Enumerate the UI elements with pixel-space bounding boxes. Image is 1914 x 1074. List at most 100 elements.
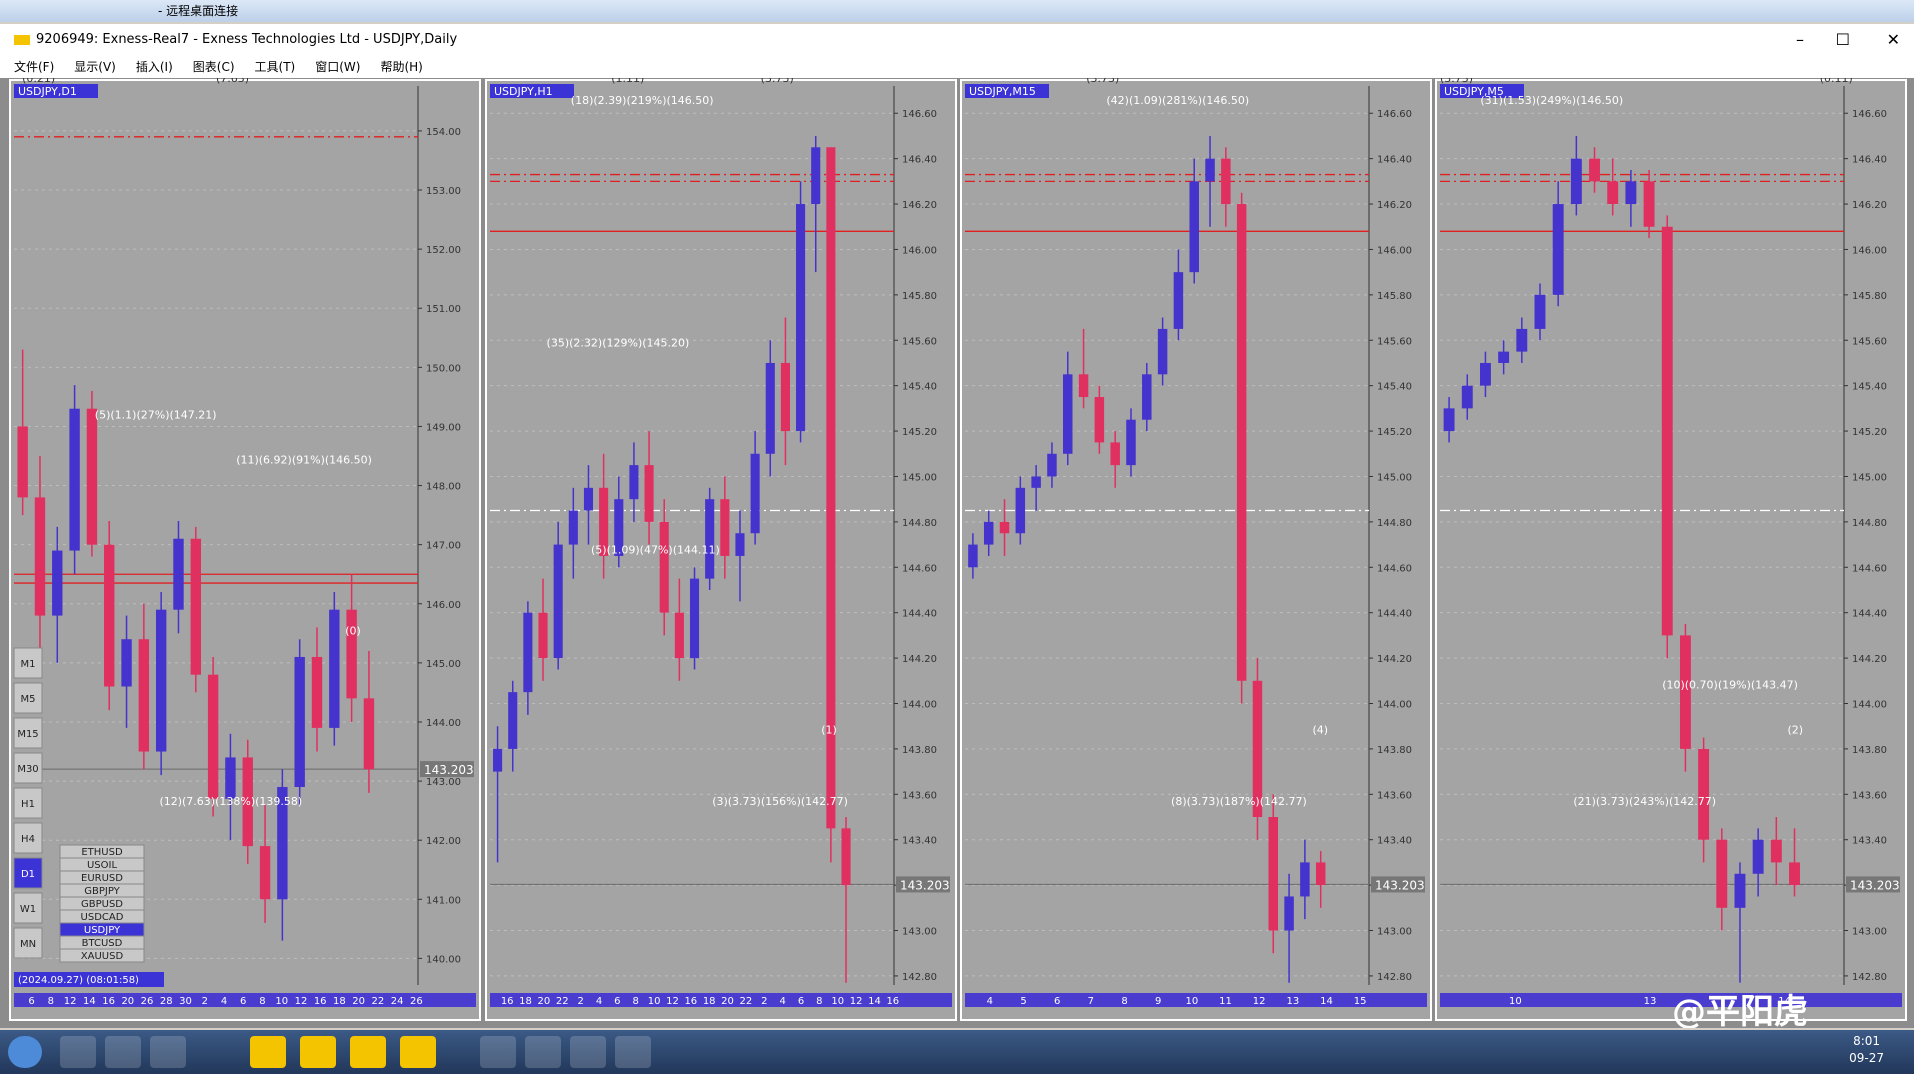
start-button[interactable] [8,1036,42,1068]
x-tick-label: 16 [314,996,327,1007]
candle-body [983,521,994,545]
y-tick-label: 143.00 [1377,927,1412,938]
timeframe-button[interactable] [13,857,43,889]
candle-body [1284,896,1294,931]
taskbar-button[interactable] [150,1036,186,1068]
symbol-row[interactable] [59,948,145,963]
candle-body [1498,351,1510,363]
candle-body [735,533,745,556]
x-tick-label: 12 [295,996,308,1007]
menu-item[interactable]: 插入(I) [135,60,173,74]
taskbar-button[interactable] [570,1036,606,1068]
candle-body [155,609,167,752]
candle-body [1221,158,1231,205]
timeframe-button[interactable] [13,822,43,854]
y-tick-label: 146.20 [1852,200,1887,211]
menu-item[interactable]: 显示(V) [74,60,116,74]
timeframe-button[interactable] [13,892,43,924]
candle-body [294,656,305,787]
timeframe-button[interactable] [13,787,43,819]
taskbar-button[interactable] [480,1036,516,1068]
symbol-name: EURUSD [81,873,123,884]
candle-body [1770,839,1782,863]
x-tick-label: 6 [28,996,34,1007]
candle-body [629,465,639,500]
y-tick-label: 145.40 [1852,382,1887,393]
taskbar: 8:01 09-27 [0,1030,1914,1074]
candle-body [1752,839,1764,874]
top-label: (0.11) [1820,78,1853,85]
taskbar-button[interactable] [525,1036,561,1068]
x-tick-label: 13 [1286,996,1299,1007]
annotation: (4) [1312,723,1328,736]
y-tick-label: 141.00 [426,895,461,906]
date-strip [14,993,476,1007]
symbol-name: ETHUSD [81,847,123,858]
taskbar-button[interactable] [300,1036,336,1068]
candle-body [614,499,624,556]
y-tick-label: 153.00 [426,186,461,197]
y-tick-label: 144.20 [902,654,937,665]
menu-item[interactable]: 工具(T) [254,60,296,74]
candle-body [311,656,323,728]
current-price-box [1371,876,1425,893]
symbol-name: GBPUSD [81,899,123,910]
candle-body [674,612,684,659]
x-tick-label: 20 [538,996,551,1007]
annotation: (1) [821,723,837,736]
y-tick-label: 143.00 [1852,927,1887,938]
taskbar-button[interactable] [350,1036,386,1068]
y-tick-label: 143.60 [902,790,937,801]
timeframe-button[interactable] [13,647,43,679]
timeframe-label: M30 [17,764,38,775]
y-tick-label: 148.00 [426,482,461,493]
timeframe-button[interactable] [13,717,43,749]
y-tick-label: 143.00 [902,927,937,938]
x-tick-label: 20 [721,996,734,1007]
taskbar-button[interactable] [615,1036,651,1068]
y-tick-label: 144.00 [1852,699,1887,710]
taskbar-button[interactable] [60,1036,96,1068]
timeframe-button[interactable] [13,752,43,784]
symbol-title: USDJPY,H1 [494,85,553,98]
x-tick-label: 14 [1778,996,1791,1007]
candle-body [1734,873,1746,908]
menu-item[interactable]: 文件(F) [14,60,55,74]
top-label: (1.11) [611,78,644,85]
y-tick-label: 144.20 [1377,654,1412,665]
candle-body [1078,374,1089,398]
symbol-tag [1440,84,1524,98]
y-tick-label: 144.40 [902,609,937,620]
x-tick-label: 11 [1219,996,1232,1007]
x-tick-label: 20 [352,996,365,1007]
maximize-button[interactable]: ☐ [1835,30,1850,49]
y-tick-label: 143.60 [1377,790,1412,801]
window-title: 9206949: Exness-Real7 - Exness Technolog… [36,32,458,47]
candle-body [493,748,503,772]
x-tick-label: 24 [391,996,404,1007]
annotation: (10)(0.70)(19%)(143.47) [1662,678,1798,691]
taskbar-button[interactable] [105,1036,141,1068]
minimize-button[interactable]: – [1796,30,1804,49]
candle-body [841,828,851,886]
timeframe-label: H1 [21,799,35,810]
y-tick-label: 145.20 [1377,427,1412,438]
candle-body [329,609,340,728]
x-tick-label: 2 [761,996,767,1007]
timeframe-button[interactable] [13,682,43,714]
menu-item[interactable]: 帮助(H) [380,60,423,74]
timeframe-button[interactable] [13,927,43,959]
x-tick-label: 12 [64,996,77,1007]
candle-body [644,465,654,522]
candle-body [1015,487,1026,534]
candle-body [346,609,357,699]
menu-item[interactable]: 窗口(W) [315,60,361,74]
menu-item[interactable]: 图表(C) [192,60,235,74]
x-tick-label: 14 [1320,996,1333,1007]
y-tick-label: 146.40 [1852,155,1887,166]
taskbar-button[interactable] [400,1036,436,1068]
close-button[interactable]: ✕ [1886,30,1900,49]
date-strip [490,993,952,1007]
taskbar-button[interactable] [250,1036,286,1068]
y-tick-label: 142.80 [1852,972,1887,983]
